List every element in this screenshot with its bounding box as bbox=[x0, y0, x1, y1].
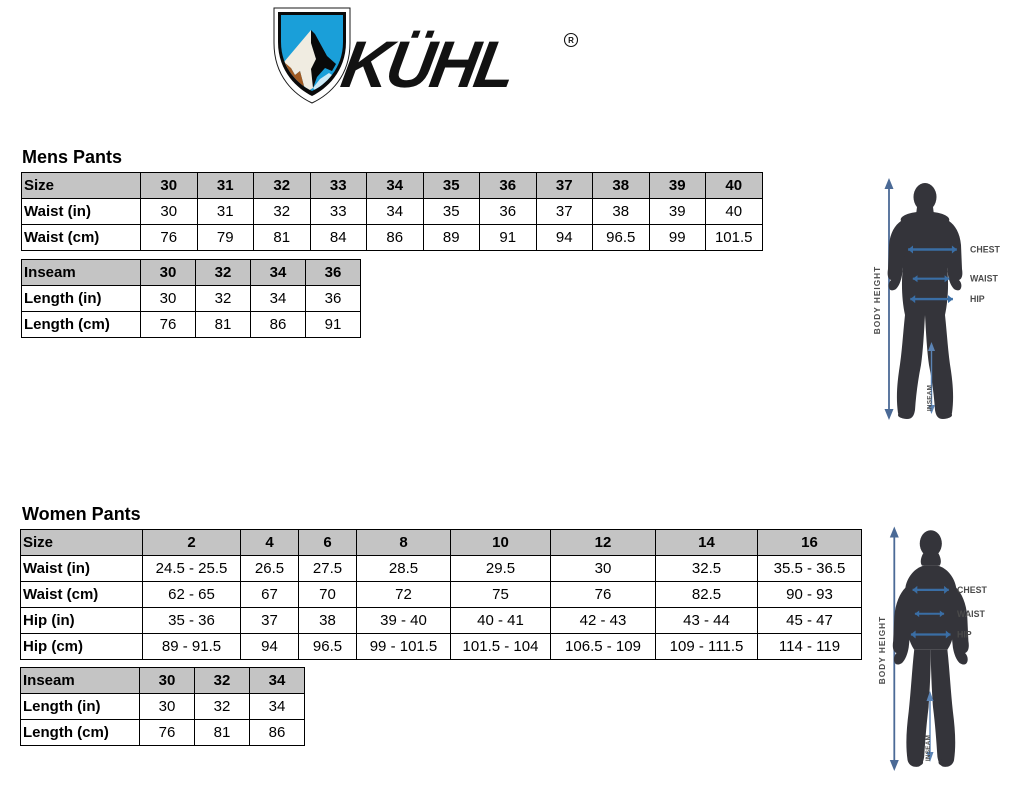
svg-text:WAIST: WAIST bbox=[970, 274, 998, 284]
svg-text:BODY HEIGHT: BODY HEIGHT bbox=[877, 616, 887, 684]
svg-text:BODY HEIGHT: BODY HEIGHT bbox=[872, 266, 882, 334]
svg-text:INSEAM: INSEAM bbox=[927, 385, 934, 411]
svg-text:HIP: HIP bbox=[970, 294, 985, 304]
svg-text:CHEST: CHEST bbox=[957, 585, 987, 595]
svg-text:WAIST: WAIST bbox=[957, 609, 985, 619]
svg-text:KÜHL: KÜHL bbox=[336, 28, 518, 101]
svg-text:CHEST: CHEST bbox=[970, 245, 1000, 255]
svg-text:R: R bbox=[568, 36, 574, 45]
svg-text:HIP: HIP bbox=[957, 630, 972, 640]
svg-text:INSEAM: INSEAM bbox=[925, 735, 932, 761]
